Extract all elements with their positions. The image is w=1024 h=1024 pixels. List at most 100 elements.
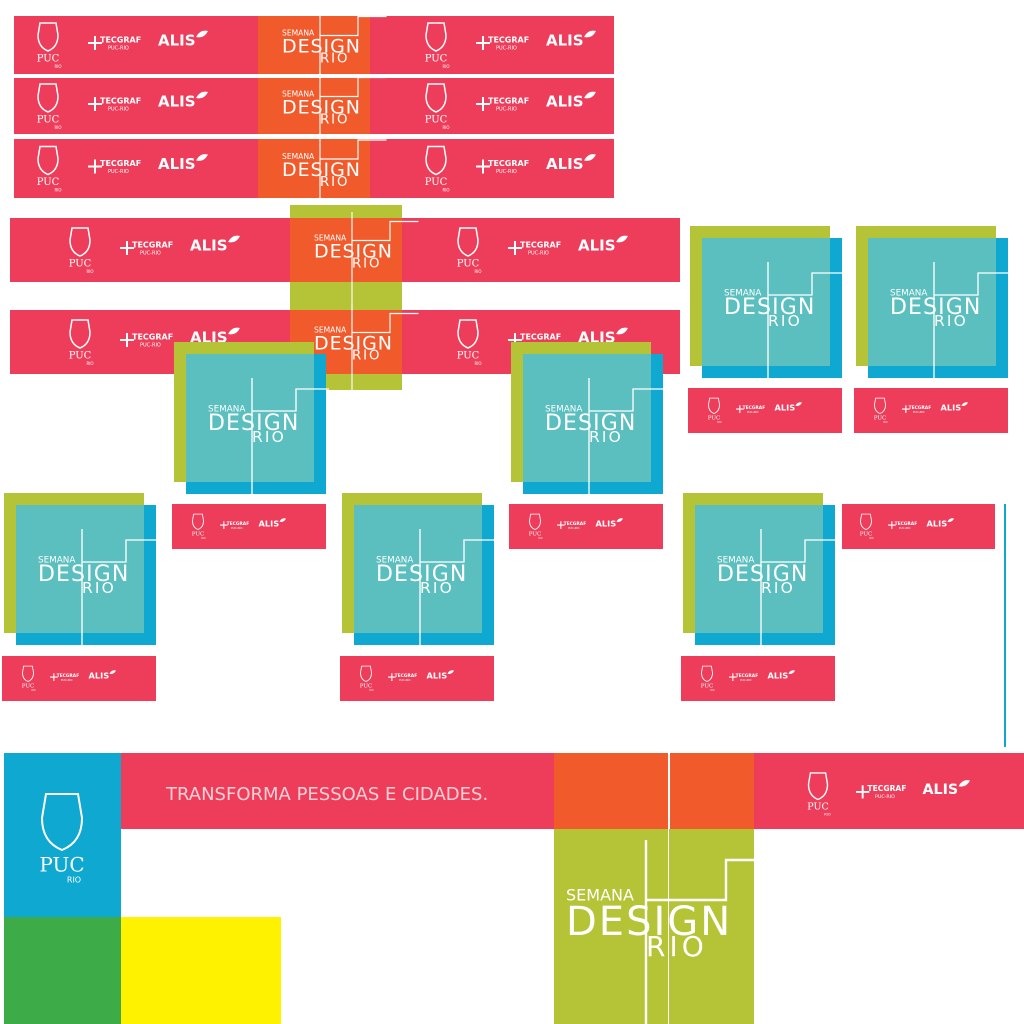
rio: RIO	[352, 256, 381, 271]
semana: SEMANA	[566, 886, 634, 905]
alis-text: ALIS	[427, 671, 448, 681]
tecgraf-text: TECGRAF	[520, 333, 561, 342]
card-strip	[509, 504, 663, 549]
puc-sub: RIO	[718, 421, 722, 424]
brand-lines	[933, 261, 1012, 384]
alis-leaf	[447, 670, 454, 675]
tecgraf-icon	[476, 159, 490, 174]
brand-lines	[760, 528, 839, 651]
tecgraf-sub: PUC-RIO	[108, 107, 129, 113]
puc-sub: RIO	[474, 361, 481, 366]
puc-text: PUC	[807, 802, 829, 813]
brand-lines	[81, 528, 160, 651]
design: DESIGN	[208, 411, 299, 436]
tecgraf-text: TECGRAF	[488, 36, 529, 45]
puc-sub: RIO	[202, 537, 206, 540]
puc-text: PUC	[22, 683, 34, 689]
design: DESIGN	[724, 295, 815, 320]
brand-lines	[767, 261, 846, 384]
alis-text: ALIS	[158, 93, 196, 111]
tecgraf-icon	[557, 521, 565, 529]
block-green	[4, 917, 121, 1024]
puc-crest	[860, 513, 872, 530]
semana: SEMANA	[314, 234, 347, 243]
puc-sub: RIO	[442, 188, 449, 193]
card-teal	[354, 505, 482, 633]
design: DESIGN	[38, 562, 129, 587]
card-strip	[688, 388, 842, 433]
alis-text: ALIS	[941, 403, 962, 413]
puc-text: PUC	[360, 683, 372, 689]
tecgraf-icon	[729, 673, 737, 681]
card-teal	[695, 505, 823, 633]
tecgraf-sub: PUC-RIO	[528, 251, 549, 257]
tecgraf-text: TECGRAF	[100, 36, 141, 45]
tecgraf-sub: PUC-RIO	[568, 526, 580, 530]
alis-leaf	[228, 327, 240, 335]
design: DESIGN	[890, 295, 981, 320]
alis-text: ALIS	[190, 237, 228, 255]
tecgraf-sub: PUC-RIO	[875, 794, 895, 800]
rio: RIO	[82, 579, 116, 597]
tecgraf-text: TECGRAF	[736, 673, 759, 679]
puc-sub: RIO	[442, 64, 449, 69]
puc-text: PUC	[69, 259, 92, 270]
design: DESIGN	[717, 562, 808, 587]
puc-sub: RIO	[442, 125, 449, 130]
alis-leaf	[958, 780, 970, 787]
puc-text: PUC	[39, 853, 84, 877]
divider	[668, 829, 669, 1024]
semana: SEMANA	[376, 555, 413, 565]
rio: RIO	[934, 312, 968, 330]
tecgraf-text: TECGRAF	[100, 159, 141, 168]
tecgraf-text: TECGRAF	[227, 521, 250, 527]
puc-crest	[69, 227, 91, 257]
puc-text: PUC	[425, 115, 448, 126]
puc-text: PUC	[708, 415, 720, 421]
tecgraf-sub: PUC-RIO	[913, 410, 925, 414]
tecgraf-icon	[856, 785, 870, 799]
tecgraf-icon	[888, 521, 896, 529]
alis-text: ALIS	[89, 671, 110, 681]
tecgraf-icon	[388, 673, 396, 681]
tecgraf-sub: PUC-RIO	[140, 251, 161, 257]
tecgraf-text: TECGRAF	[520, 241, 561, 250]
block-orange	[554, 753, 754, 829]
alis-text: ALIS	[923, 782, 959, 798]
rio: RIO	[320, 175, 349, 190]
tagline: TRANSFORMA PESSOAS E CIDADES.	[165, 784, 488, 805]
tecgraf-icon	[902, 405, 910, 413]
puc-sub: RIO	[54, 64, 61, 69]
design: DESIGN	[314, 332, 393, 354]
semana: SEMANA	[282, 152, 315, 161]
tecgraf-icon	[88, 97, 102, 111]
tecgraf-text: TECGRAF	[132, 333, 173, 342]
puc-crest	[37, 83, 59, 113]
tecgraf-text: TECGRAF	[132, 241, 173, 250]
rio: RIO	[761, 579, 795, 597]
alis-leaf	[584, 154, 596, 161]
card-teal	[702, 238, 830, 366]
puc-crest	[37, 22, 59, 52]
puc-text: PUC	[529, 531, 541, 537]
card-teal	[186, 354, 314, 482]
puc-text: PUC	[860, 531, 872, 537]
puc-text: PUC	[69, 351, 92, 362]
puc-text: PUC	[457, 351, 480, 362]
banner-orange	[258, 16, 370, 74]
tecgraf-icon	[50, 673, 58, 681]
